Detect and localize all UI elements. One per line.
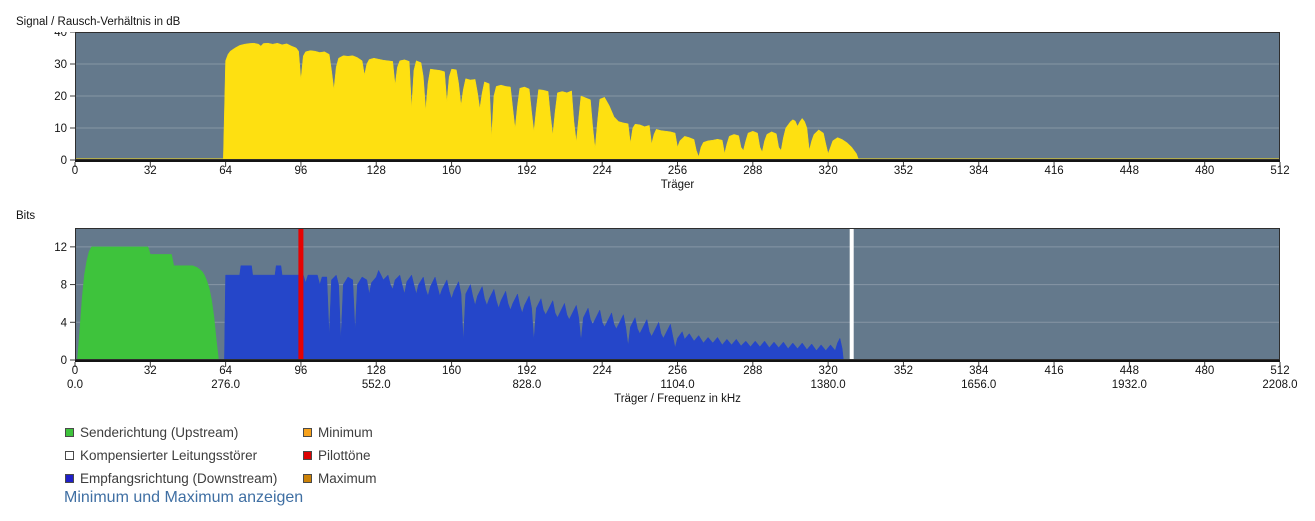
bits-x-tick-label: 128 — [367, 365, 386, 377]
snr-x-tick-label: 96 — [295, 165, 308, 177]
bits-freq-tick-label: 1380.0 — [811, 379, 846, 391]
bits-freq-tick-label: 552.0 — [362, 379, 391, 391]
bits-freq-tick-label: 1656.0 — [961, 379, 996, 391]
legend-swatch-downstream — [65, 474, 74, 483]
snr-x-tick-label: 512 — [1270, 165, 1289, 177]
snr-plot-border — [75, 32, 1280, 160]
legend-label-minimum: Minimum — [318, 425, 373, 440]
bits-y-tick-label: 0 — [61, 355, 67, 367]
legend: Senderichtung (Upstream) Kompensierter Le… — [65, 421, 377, 490]
snr-y-tick-label: 40 — [54, 32, 67, 39]
legend-swatch-upstream — [65, 428, 74, 437]
bits-x-axis-label: Träger / Frequenz in kHz — [614, 393, 741, 405]
snr-x-tick-label: 320 — [819, 165, 838, 177]
bits-x-tick-label: 448 — [1120, 365, 1139, 377]
snr-x-tick-label: 384 — [969, 165, 989, 177]
snr-x-axis-label: Träger — [661, 179, 695, 191]
legend-label-pilottoene: Pilottöne — [318, 448, 371, 463]
bits-freq-tick-label: 1932.0 — [1112, 379, 1147, 391]
legend-item-downstream: Empfangsrichtung (Downstream) — [65, 467, 303, 490]
bits-x-tick-label: 32 — [144, 365, 157, 377]
snr-x-tick-label: 288 — [743, 165, 762, 177]
bits-x-tick-label: 96 — [295, 365, 308, 377]
snr-x-tick-label: 0 — [72, 165, 78, 177]
legend-label-maximum: Maximum — [318, 471, 377, 486]
legend-item-upstream: Senderichtung (Upstream) — [65, 421, 303, 444]
legend-label-upstream: Senderichtung (Upstream) — [80, 425, 239, 440]
snr-y-tick-label: 20 — [54, 91, 67, 103]
bits-freq-tick-label: 2208.0 — [1262, 379, 1297, 391]
legend-label-kompensierter-leitungsstoerer: Kompensierter Leitungsstörer — [80, 448, 258, 463]
snr-x-tick-label: 416 — [1044, 165, 1063, 177]
bits-chart-title: Bits — [16, 210, 36, 222]
bits-plot-border — [75, 228, 1280, 360]
legend-swatch-kompensierter-leitungsstoerer — [65, 451, 74, 460]
bits-x-tick-label: 512 — [1270, 365, 1289, 377]
snr-x-tick-label: 160 — [442, 165, 461, 177]
legend-column: Minimum Pilottöne Maximum — [303, 421, 377, 490]
bits-y-tick-label: 4 — [61, 317, 68, 329]
snr-x-tick-label: 64 — [219, 165, 232, 177]
legend-swatch-maximum — [303, 474, 312, 483]
snr-y-tick-label: 0 — [61, 155, 67, 167]
bits-series-area-1 — [224, 265, 844, 361]
snr-x-tick-label: 352 — [894, 165, 913, 177]
bits-x-tick-label: 224 — [593, 365, 613, 377]
bits-freq-tick-label: 276.0 — [211, 379, 240, 391]
snr-x-tick-label: 192 — [517, 165, 536, 177]
legend-swatch-pilottoene — [303, 451, 312, 460]
interferer-marker-line — [849, 228, 854, 360]
legend-label-downstream: Empfangsrichtung (Downstream) — [80, 471, 278, 486]
bits-x-tick-label: 64 — [219, 365, 232, 377]
show-min-max-link[interactable]: Minimum und Maximum anzeigen — [64, 489, 304, 506]
snr-x-tick-label: 128 — [367, 165, 386, 177]
snr-y-tick-label: 10 — [54, 123, 67, 135]
bits-x-tick-label: 256 — [668, 365, 687, 377]
legend-item-kompensierter-leitungsstoerer: Kompensierter Leitungsstörer — [65, 444, 303, 467]
bits-y-tick-label: 12 — [54, 242, 67, 254]
bits-x-tick-label: 416 — [1044, 365, 1063, 377]
legend-column: Senderichtung (Upstream) Kompensierter Le… — [65, 421, 303, 490]
bits-freq-tick-label: 0.0 — [67, 379, 83, 391]
snr-x-tick-label: 448 — [1120, 165, 1139, 177]
snr-x-tick-label: 32 — [144, 165, 157, 177]
pilot-marker-line — [298, 228, 304, 360]
snr-chart-title: Signal / Rausch-Verhältnis in dB — [16, 16, 181, 28]
legend-swatch-minimum — [303, 428, 312, 437]
snr-chart: 0 32 64 96 128 160 192 224 256 288 320 352 384 416 448… — [54, 32, 1290, 191]
bits-series-area-0 — [77, 246, 219, 361]
legend-item-pilottoene: Pilottöne — [303, 444, 377, 467]
snr-x-tick-label: 256 — [668, 165, 687, 177]
bits-freq-tick-label: 828.0 — [512, 379, 541, 391]
legend-item-minimum: Minimum — [303, 421, 377, 444]
snr-y-tick-label: 30 — [54, 59, 67, 71]
bits-x-tick-label: 192 — [517, 365, 536, 377]
bits-x-tick-label: 160 — [442, 365, 461, 377]
bits-x-tick-label: 320 — [819, 365, 838, 377]
bits-x-tick-label: 384 — [969, 365, 989, 377]
snr-series-area-0 — [223, 42, 860, 161]
bits-y-tick-label: 8 — [61, 280, 67, 292]
bits-x-tick-label: 0 — [72, 365, 78, 377]
snr-x-tick-label: 480 — [1195, 165, 1214, 177]
bits-freq-tick-label: 1104.0 — [660, 379, 694, 391]
bits-x-tick-label: 288 — [743, 365, 762, 377]
snr-x-tick-label: 224 — [593, 165, 613, 177]
legend-item-maximum: Maximum — [303, 467, 377, 490]
bits-x-tick-label: 352 — [894, 365, 913, 377]
bits-chart: 0 32 64 96 128 160 192 224 256 288 320 352 384 416 448… — [54, 228, 1298, 405]
bits-x-tick-label: 480 — [1195, 365, 1214, 377]
